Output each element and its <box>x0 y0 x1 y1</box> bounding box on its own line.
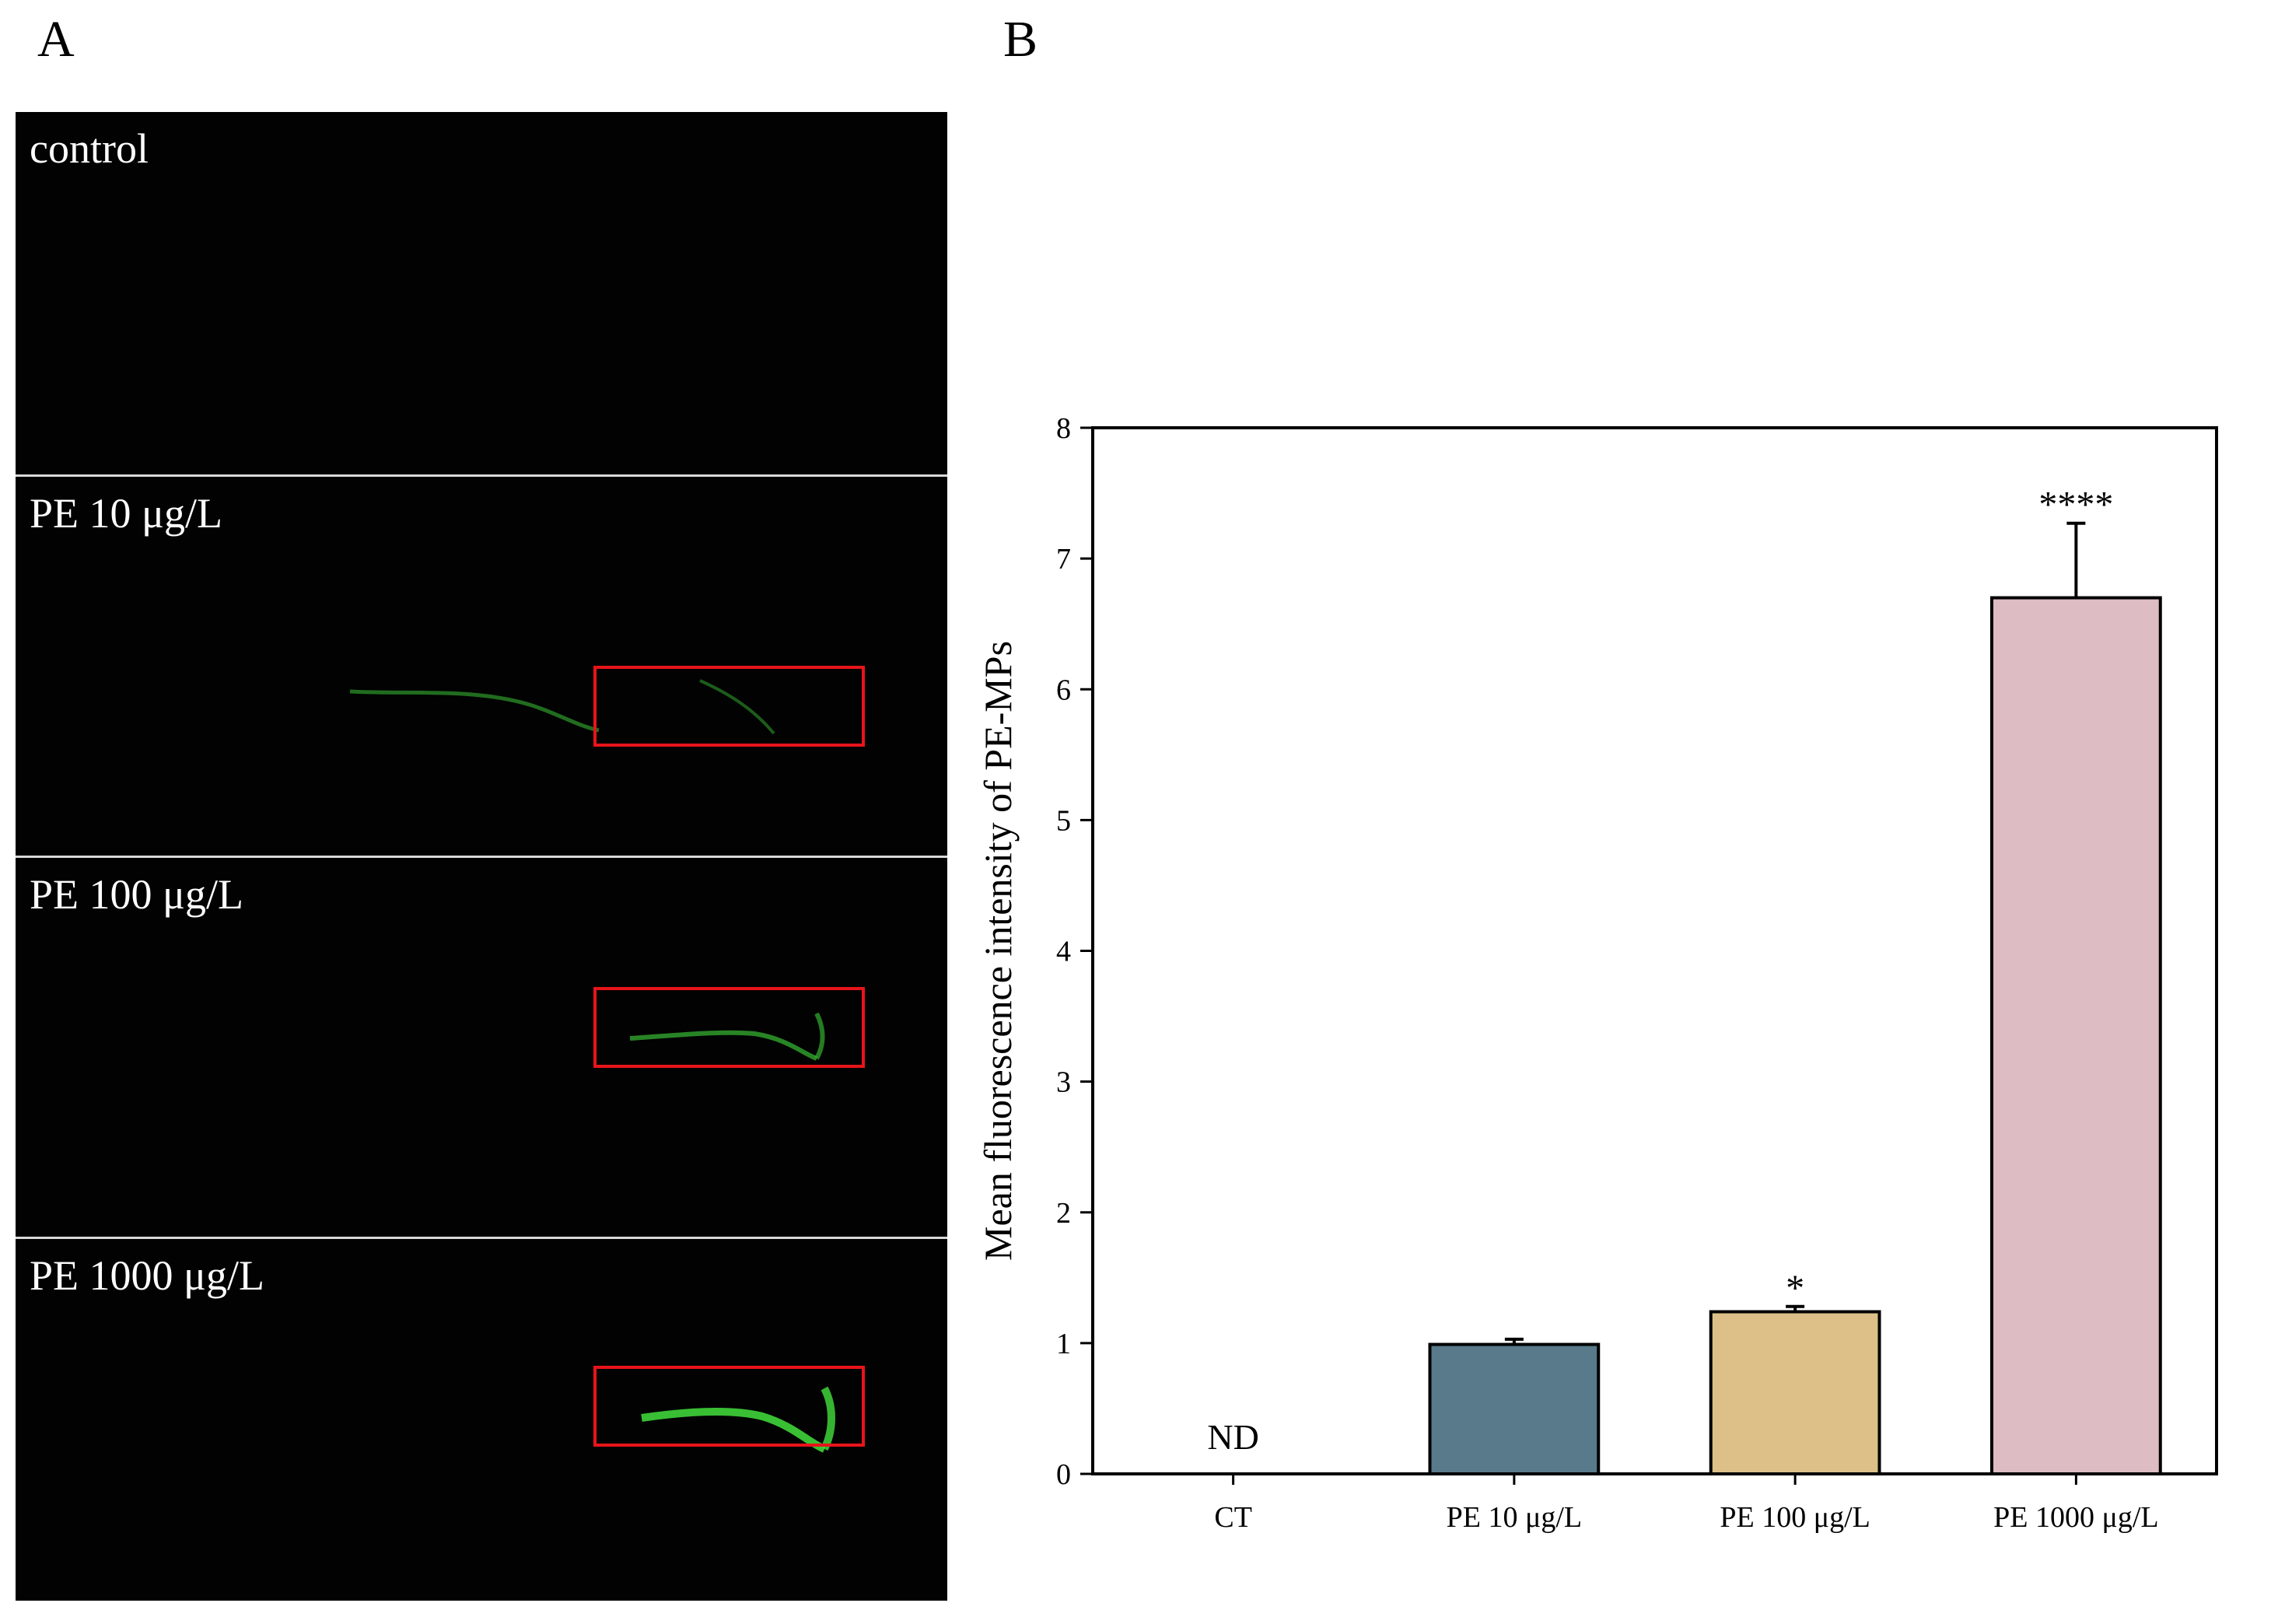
fluorescence-image <box>593 1366 865 1453</box>
panel-divider <box>16 856 947 858</box>
y-tick-label: 7 <box>1056 543 1071 576</box>
highlight-box <box>593 666 865 747</box>
y-axis-label: Mean fluorescence intensity of PE-MPs <box>976 641 1020 1261</box>
y-tick-label: 8 <box>1056 412 1071 445</box>
gut-fluorescence-signal <box>821 1386 835 1451</box>
micrograph-label: control <box>30 125 149 172</box>
y-tick-label: 5 <box>1056 804 1071 837</box>
gut-fluorescence-signal <box>814 1012 825 1060</box>
x-tick-label: CT <box>1214 1501 1252 1534</box>
micrograph-label: PE 10 μg/L <box>30 490 222 537</box>
bar <box>1428 1342 1601 1476</box>
y-tick-label: 6 <box>1056 674 1071 706</box>
fluorescence-image <box>593 987 865 1068</box>
micrograph-pe-10: PE 10 μg/L <box>16 477 947 856</box>
bar-chart: 0 1 2 3 4 5 6 7 8 Mean fluorescence intensity of … <box>976 412 2218 1534</box>
y-tick-label: 0 <box>1056 1458 1071 1491</box>
micrograph-pe-100: PE 100 μg/L <box>16 858 947 1237</box>
y-tick-label: 1 <box>1056 1328 1071 1360</box>
bar <box>1709 1310 1881 1476</box>
x-tick-label: PE 10 μg/L <box>1447 1501 1583 1534</box>
panel-divider <box>16 474 947 477</box>
x-tick-label: PE 100 μg/L <box>1720 1501 1870 1534</box>
micrograph-pe-1000: PE 1000 μg/L <box>16 1239 947 1601</box>
gut-fluorescence-signal <box>699 679 775 735</box>
fluorescence-image <box>349 666 865 747</box>
y-tick-label: 2 <box>1056 1197 1071 1230</box>
significance-label: * <box>1786 1268 1804 1309</box>
panel-a-letter: A <box>37 11 75 68</box>
micrograph-control: control <box>16 112 947 474</box>
gut-fluorescence-signal <box>349 689 600 733</box>
micrograph-label: PE 1000 μg/L <box>30 1252 264 1299</box>
highlight-box <box>593 987 865 1068</box>
y-tick-label: 4 <box>1056 936 1071 968</box>
highlight-box <box>593 1366 865 1447</box>
panel-divider <box>16 1237 947 1239</box>
significance-label: ND <box>1207 1417 1258 1457</box>
x-tick-label: PE 1000 μg/L <box>1993 1501 2159 1534</box>
micrograph-label: PE 100 μg/L <box>30 871 243 918</box>
micrograph-panel: control PE 10 μg/L PE 100 μg/L PE 1000 μ… <box>16 112 947 1601</box>
y-tick-label: 3 <box>1056 1066 1071 1099</box>
gut-fluorescence-signal <box>629 1030 818 1061</box>
bar <box>1990 596 2162 1475</box>
panel-b-letter: B <box>1003 11 1038 68</box>
gut-fluorescence-signal <box>641 1408 827 1453</box>
significance-label: **** <box>2038 485 2113 526</box>
